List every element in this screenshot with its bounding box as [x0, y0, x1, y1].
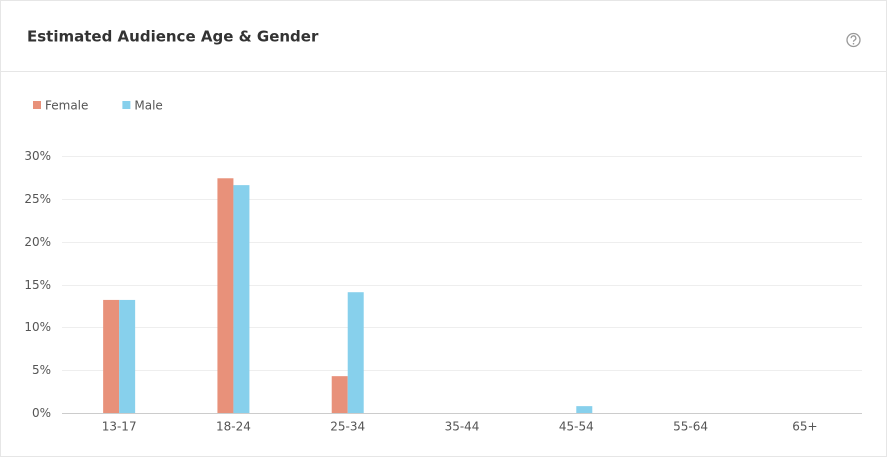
x-tick-label: 13-17 [102, 420, 137, 434]
bar[interactable] [347, 292, 364, 413]
legend-label[interactable]: Male [134, 99, 162, 113]
bar[interactable] [119, 299, 136, 413]
bar[interactable] [103, 299, 120, 413]
x-tick-label: 35-44 [445, 420, 480, 434]
help-glyph[interactable] [850, 35, 857, 42]
y-tick-label: 5% [32, 363, 51, 377]
y-tick-label: 20% [24, 235, 51, 249]
x-tick-label: 65+ [792, 420, 817, 434]
x-tick-label: 18-24 [216, 420, 251, 434]
x-tick-label: 25-34 [330, 420, 365, 434]
help-circle[interactable] [846, 32, 861, 48]
y-tick-label: 0% [32, 406, 51, 420]
legend-label[interactable]: Female [45, 99, 88, 113]
y-tick-label: 15% [24, 278, 51, 292]
help-dot[interactable] [852, 42, 855, 45]
help-icon[interactable] [846, 32, 861, 48]
x-tick-label: 45-54 [559, 420, 594, 434]
y-tick-label: 30% [24, 149, 51, 163]
bar[interactable] [331, 376, 348, 413]
legend-swatch[interactable] [33, 101, 41, 109]
y-tick-label: 25% [24, 192, 51, 206]
chart-title: Estimated Audience Age & Gender [27, 28, 319, 46]
bar[interactable] [233, 185, 250, 413]
bar[interactable] [217, 178, 234, 413]
legend-swatch[interactable] [122, 101, 131, 109]
bar[interactable] [576, 406, 593, 413]
x-tick-label: 55-64 [673, 420, 708, 434]
y-tick-label: 10% [24, 320, 51, 334]
